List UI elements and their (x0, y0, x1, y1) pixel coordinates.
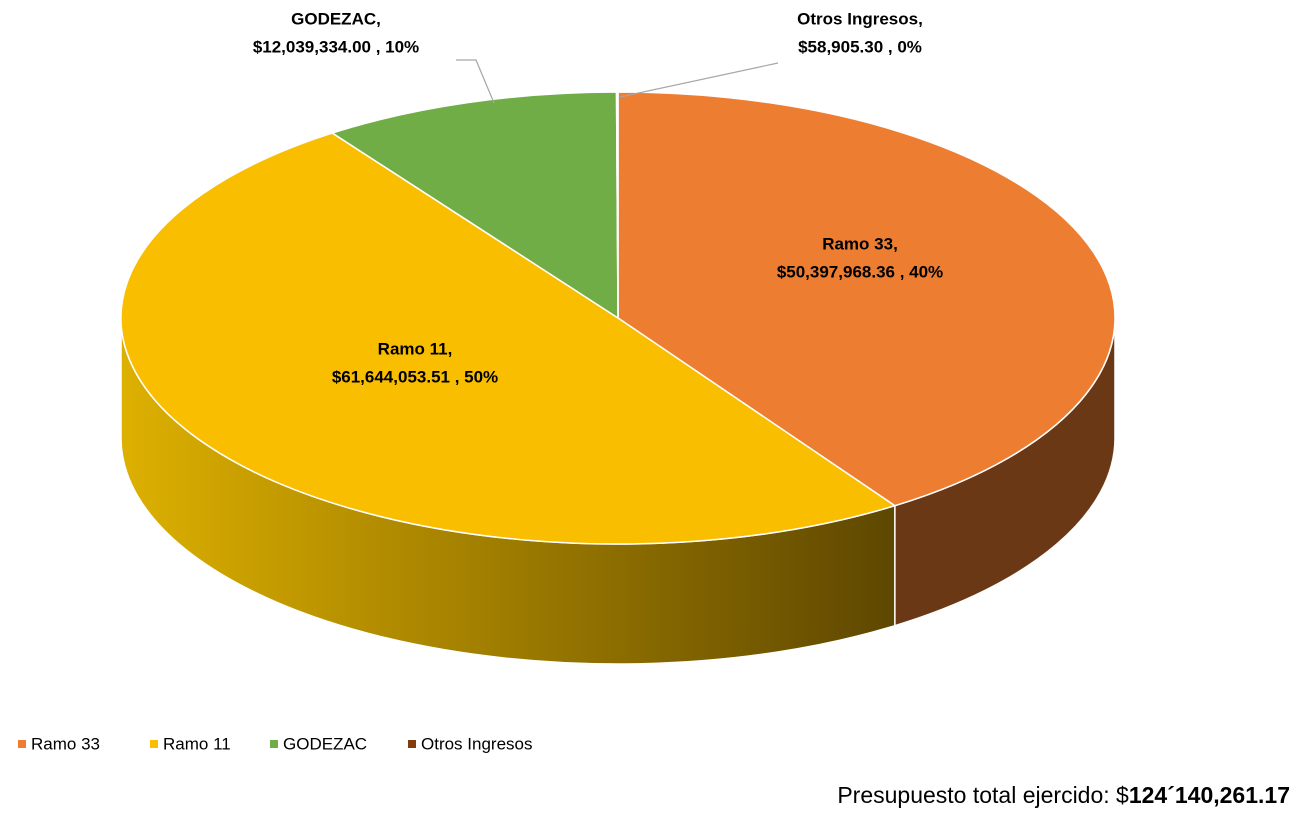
footer-total: 124´140,261.17 (1129, 782, 1290, 808)
footer: Presupuesto total ejercido: $124´140,261… (837, 782, 1290, 808)
legend: Ramo 33 Ramo 11 GODEZAC Otros Ingresos (18, 734, 533, 753)
slice (120, 132, 897, 545)
data-label: $50,397,968.36 , 40% (777, 262, 943, 281)
slice (330, 91, 619, 320)
legend-label: Otros Ingresos (421, 734, 533, 753)
legend-swatch (270, 740, 278, 748)
legend-label: Ramo 11 (163, 734, 231, 753)
slice (615, 91, 619, 319)
legend-swatch (408, 740, 416, 748)
legend-label: GODEZAC (283, 734, 367, 753)
data-label: GODEZAC, (291, 9, 381, 28)
data-label: Otros Ingresos, (797, 9, 923, 28)
legend-swatch (18, 740, 26, 748)
data-labels: Ramo 33, $50,397,968.36 , 40% Ramo 11, $61,… (253, 9, 943, 386)
legend-swatch (150, 740, 158, 748)
slice (617, 91, 1116, 507)
footer-text: Presupuesto total ejercido: $ (837, 782, 1129, 808)
data-label: Ramo 11, (378, 339, 453, 358)
pie (120, 91, 1116, 665)
leader-line (456, 59, 495, 104)
data-label: $61,644,053.51 , 50% (332, 367, 498, 386)
legend-label: Ramo 33 (31, 734, 100, 753)
data-label: Ramo 33, (822, 234, 898, 253)
data-label: $58,905.30 , 0% (798, 37, 922, 56)
leader-line (619, 62, 779, 98)
data-label: $12,039,334.00 , 10% (253, 37, 419, 56)
